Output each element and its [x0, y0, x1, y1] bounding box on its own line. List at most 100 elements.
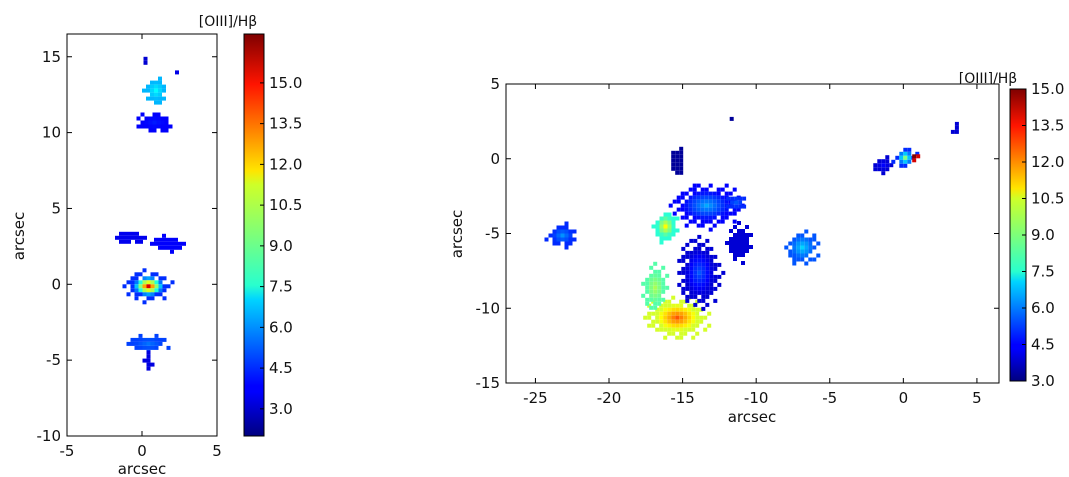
region-pixel — [154, 333, 159, 338]
panel-2-region-9 — [726, 196, 747, 209]
region-pixel — [679, 158, 684, 163]
region-pixel — [671, 232, 676, 237]
region-pixel — [150, 96, 154, 101]
y-tick-label: -15 — [476, 374, 501, 392]
region-pixel — [720, 219, 725, 224]
region-pixel — [653, 297, 658, 302]
region-pixel — [713, 262, 718, 267]
colorbar-tick-label: 9.0 — [1031, 226, 1055, 244]
region-pixel — [146, 280, 151, 285]
region-pixel — [150, 341, 155, 346]
region-pixel — [745, 225, 749, 229]
region-pixel — [705, 250, 710, 255]
region-pixel — [115, 235, 119, 240]
region-pixel — [158, 237, 162, 242]
region-pixel — [681, 258, 686, 263]
region-pixel — [139, 235, 143, 240]
region-pixel — [712, 199, 717, 204]
region-pixel — [131, 231, 135, 236]
region-pixel — [143, 56, 148, 61]
region-pixel — [693, 258, 698, 263]
region-pixel — [741, 261, 745, 265]
region-pixel — [672, 211, 677, 216]
region-pixel — [691, 319, 696, 324]
region-pixel — [160, 116, 165, 121]
region-pixel — [671, 323, 676, 328]
region-pixel — [703, 327, 708, 332]
region-pixel — [146, 276, 151, 281]
region-pixel — [734, 196, 739, 201]
region-pixel — [667, 212, 672, 217]
region-pixel — [671, 315, 676, 320]
region-pixel — [144, 120, 149, 125]
region-pixel — [792, 261, 797, 266]
region-pixel — [148, 116, 153, 121]
region-pixel — [730, 196, 735, 201]
region-pixel — [693, 294, 698, 299]
region-pixel — [808, 245, 813, 250]
region-pixel — [705, 262, 710, 267]
region-pixel — [679, 166, 684, 171]
region-pixel — [152, 112, 157, 117]
region-pixel — [663, 220, 668, 225]
region-pixel — [699, 307, 704, 312]
region-pixel — [713, 286, 718, 291]
region-pixel — [730, 200, 735, 205]
y-tick-label: 0 — [490, 150, 500, 168]
region-pixel — [162, 84, 166, 89]
region-pixel — [150, 345, 155, 350]
region-pixel — [693, 266, 698, 271]
region-pixel — [564, 245, 569, 250]
region-pixel — [881, 159, 886, 164]
region-pixel — [158, 80, 162, 85]
region-pixel — [709, 282, 714, 287]
region-pixel — [693, 238, 698, 243]
region-pixel — [661, 281, 666, 286]
region-pixel — [653, 277, 658, 282]
region-pixel — [148, 124, 153, 129]
region-pixel — [655, 327, 660, 332]
region-pixel — [150, 288, 155, 293]
region-pixel — [697, 290, 702, 295]
region-pixel — [696, 195, 701, 200]
region-pixel — [716, 207, 721, 212]
region-pixel — [645, 297, 650, 302]
x-tick-label: 0 — [137, 442, 147, 460]
region-pixel — [688, 211, 693, 216]
region-pixel — [659, 220, 664, 225]
region-pixel — [687, 327, 692, 332]
region-pixel — [154, 92, 158, 97]
region-pixel — [568, 233, 573, 238]
colorbar-tick-label: 7.5 — [269, 278, 293, 296]
region-pixel — [697, 278, 702, 283]
region-pixel — [693, 274, 698, 279]
region-pixel — [705, 274, 710, 279]
panel-2-region-5 — [677, 234, 726, 311]
region-pixel — [142, 88, 146, 93]
y-tick-label: 5 — [490, 75, 500, 93]
region-pixel — [649, 281, 654, 286]
region-pixel — [720, 199, 725, 204]
region-pixel — [158, 241, 162, 246]
region-pixel — [676, 199, 681, 204]
region-pixel — [685, 266, 690, 271]
region-pixel — [724, 199, 729, 204]
region-pixel — [667, 303, 672, 308]
y-tick-label: 0 — [51, 275, 61, 293]
region-pixel — [742, 196, 747, 201]
region-pixel — [691, 315, 696, 320]
region-pixel — [745, 241, 749, 245]
y-tick-label: 5 — [51, 199, 61, 217]
region-pixel — [134, 276, 139, 281]
region-pixel — [705, 266, 710, 271]
region-pixel — [671, 216, 676, 221]
region-pixel — [156, 120, 161, 125]
region-pixel — [816, 253, 821, 258]
region-pixel — [146, 354, 151, 359]
region-pixel — [131, 235, 135, 240]
region-pixel — [689, 238, 694, 243]
panel-2-regions — [544, 116, 959, 340]
region-pixel — [684, 215, 689, 220]
region-pixel — [653, 261, 658, 266]
region-pixel — [671, 220, 676, 225]
